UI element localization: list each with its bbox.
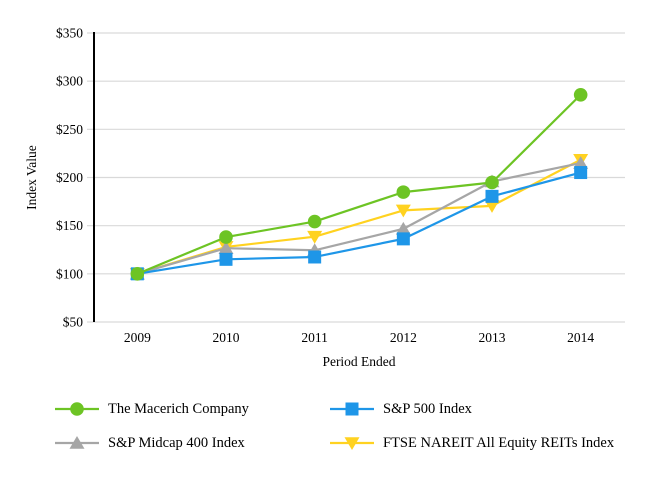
svg-text:2011: 2011 [301, 330, 328, 345]
svg-text:$150: $150 [56, 218, 83, 233]
svg-text:Index Value: Index Value [24, 145, 39, 210]
series-0 [130, 87, 588, 281]
ftse-line-triangle-down-icon [330, 437, 374, 450]
chart-legend: The Macerich Company S&P 500 Index S&P M… [0, 0, 657, 451]
legend-item-midcap: S&P Midcap 400 Index [55, 434, 245, 452]
svg-text:2009: 2009 [124, 330, 151, 345]
svg-text:Period Ended: Period Ended [322, 354, 395, 369]
svg-text:$350: $350 [56, 26, 83, 41]
series-3 [129, 153, 589, 281]
legend-item-ftse-nareit: FTSE NAREIT All Equity REITs Index [330, 434, 614, 452]
legend-label-sp500: S&P 500 Index [383, 400, 472, 417]
svg-text:$300: $300 [56, 74, 83, 89]
macerich-line-circle-icon [55, 402, 99, 416]
svg-text:$250: $250 [56, 122, 83, 137]
svg-text:$100: $100 [56, 266, 83, 281]
performance-chart: $50 $100 $150 $200 $250 $300 $350 2009 2010 2011 2… [24, 26, 625, 369]
midcap-line-triangle-icon [55, 436, 99, 449]
series-2 [129, 156, 589, 280]
svg-text:2010: 2010 [213, 330, 240, 345]
legend-item-sp500: S&P 500 Index [330, 400, 472, 418]
svg-text:2013: 2013 [479, 330, 506, 345]
sp500-line-square-icon [330, 402, 374, 416]
legend-label-ftse-nareit: FTSE NAREIT All Equity REITs Index [383, 434, 615, 451]
svg-text:$50: $50 [63, 315, 84, 330]
svg-text:2012: 2012 [390, 330, 417, 345]
legend-label-macerich: The Macerich Company [108, 400, 249, 417]
legend-item-macerich: The Macerich Company [55, 400, 249, 418]
svg-text:2014: 2014 [567, 330, 594, 345]
legend-label-midcap: S&P Midcap 400 Index [108, 434, 245, 451]
svg-text:$200: $200 [56, 170, 83, 185]
